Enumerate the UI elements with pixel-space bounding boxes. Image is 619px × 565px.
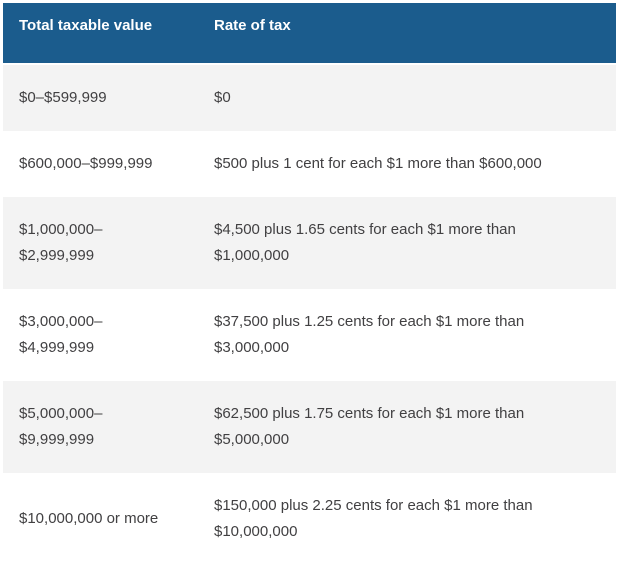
rate-of-tax-cell: $0	[214, 89, 231, 106]
rate-of-tax-cell: $4,500 plus 1.65 cents for each $1 more …	[214, 221, 516, 264]
rate-of-tax-cell: $500 plus 1 cent for each $1 more than $…	[214, 155, 542, 172]
table-row: $3,000,000– $4,999,999 $37,500 plus 1.25…	[3, 289, 616, 381]
table-row: $1,000,000– $2,999,999 $4,500 plus 1.65 …	[3, 197, 616, 289]
taxable-value-cell: $5,000,000– $9,999,999	[19, 405, 103, 448]
table-row: $600,000–$999,999 $500 plus 1 cent for e…	[3, 131, 616, 197]
table-header: Total taxable value Rate of tax	[3, 3, 616, 65]
taxable-value-cell: $1,000,000– $2,999,999	[19, 221, 103, 264]
rate-of-tax-cell: $37,500 plus 1.25 cents for each $1 more…	[214, 313, 525, 356]
tax-rate-table: Total taxable value Rate of tax $0–$599,…	[3, 3, 616, 565]
taxable-value-cell: $0–$599,999	[19, 89, 107, 106]
taxable-value-cell: $10,000,000 or more	[19, 510, 159, 527]
column-header-total-taxable-value: Total taxable value	[3, 3, 198, 65]
table-row: $5,000,000– $9,999,999 $62,500 plus 1.75…	[3, 381, 616, 473]
table-row: $10,000,000 or more $150,000 plus 2.25 c…	[3, 473, 616, 565]
table-row: $0–$599,999 $0	[3, 64, 616, 131]
column-header-rate-of-tax: Rate of tax	[198, 3, 616, 65]
taxable-value-cell: $600,000–$999,999	[19, 155, 153, 172]
table-body: $0–$599,999 $0 $600,000–$999,999 $500 pl…	[3, 64, 616, 565]
rate-of-tax-cell: $150,000 plus 2.25 cents for each $1 mor…	[214, 497, 533, 540]
header-row: Total taxable value Rate of tax	[3, 3, 616, 65]
taxable-value-cell: $3,000,000– $4,999,999	[19, 313, 103, 356]
rate-of-tax-cell: $62,500 plus 1.75 cents for each $1 more…	[214, 405, 525, 448]
